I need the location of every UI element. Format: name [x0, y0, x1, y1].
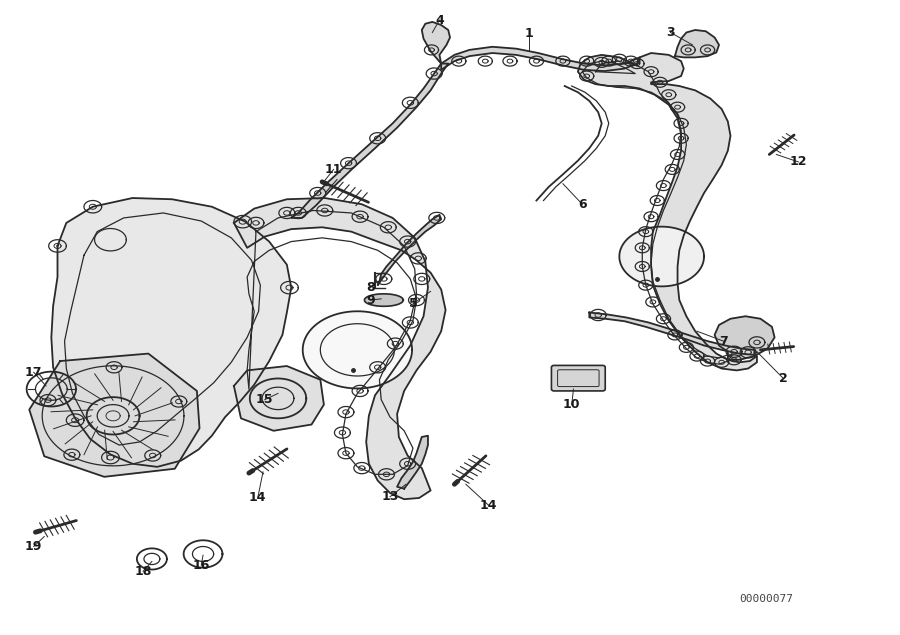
- Polygon shape: [292, 64, 448, 218]
- Text: 13: 13: [382, 490, 399, 503]
- Text: 00000077: 00000077: [739, 594, 793, 604]
- Text: 19: 19: [25, 540, 42, 553]
- Text: 1: 1: [525, 27, 534, 39]
- Text: 16: 16: [193, 559, 210, 572]
- FancyBboxPatch shape: [552, 365, 605, 391]
- Text: 10: 10: [563, 398, 580, 411]
- Text: 14: 14: [480, 499, 498, 512]
- Text: 15: 15: [256, 393, 274, 406]
- Text: 3: 3: [666, 26, 675, 39]
- Polygon shape: [51, 198, 292, 467]
- Text: 11: 11: [325, 163, 342, 176]
- Polygon shape: [30, 354, 200, 477]
- Polygon shape: [619, 227, 704, 286]
- Polygon shape: [590, 312, 754, 355]
- Text: 9: 9: [366, 293, 375, 307]
- Text: 2: 2: [779, 372, 788, 385]
- Text: 18: 18: [134, 565, 152, 578]
- Polygon shape: [364, 294, 403, 306]
- Polygon shape: [422, 22, 450, 64]
- Polygon shape: [378, 215, 441, 285]
- Text: 8: 8: [366, 281, 375, 294]
- Polygon shape: [675, 30, 719, 57]
- Text: 12: 12: [789, 156, 807, 168]
- Polygon shape: [441, 47, 640, 71]
- Polygon shape: [302, 311, 412, 389]
- Polygon shape: [234, 198, 446, 499]
- Polygon shape: [715, 316, 775, 360]
- Text: 7: 7: [719, 335, 728, 347]
- Text: 17: 17: [25, 366, 42, 378]
- Text: 4: 4: [435, 13, 444, 27]
- Text: 5: 5: [409, 297, 418, 311]
- Polygon shape: [234, 366, 324, 431]
- Text: 14: 14: [249, 491, 266, 504]
- Text: 6: 6: [578, 197, 587, 211]
- Polygon shape: [578, 53, 757, 370]
- Polygon shape: [397, 436, 428, 489]
